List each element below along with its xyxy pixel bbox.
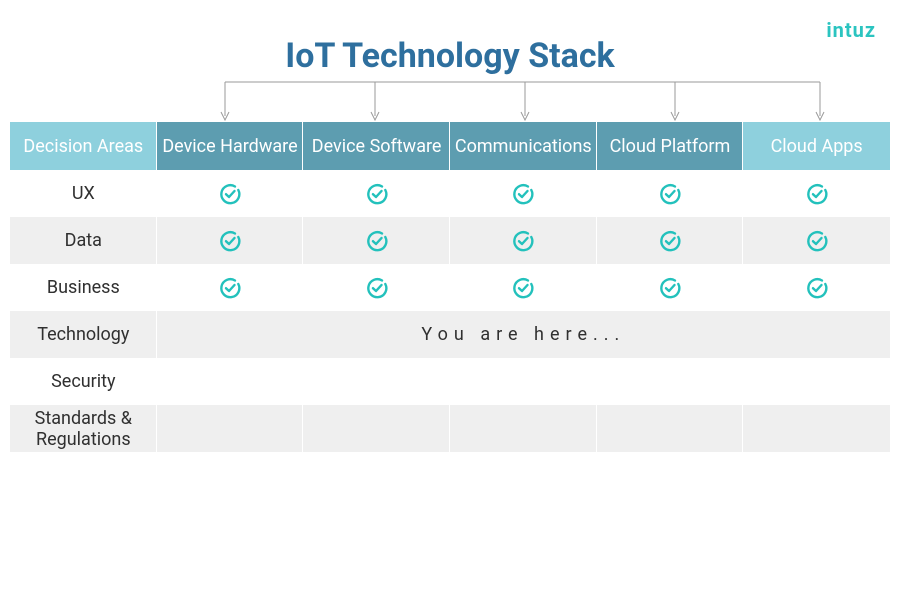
matrix-cell xyxy=(450,358,597,405)
table-header-row: Decision AreasDevice HardwareDevice Soft… xyxy=(10,122,890,170)
check-icon xyxy=(365,229,389,253)
stack-table: Decision AreasDevice HardwareDevice Soft… xyxy=(10,122,890,452)
check-icon xyxy=(365,182,389,206)
matrix-cell xyxy=(157,405,304,452)
col-header-decision-areas: Decision Areas xyxy=(10,122,157,170)
matrix-cell xyxy=(743,264,890,311)
row-label: Technology xyxy=(10,311,157,358)
col-header: Device Software xyxy=(303,122,450,170)
matrix-cell xyxy=(743,217,890,264)
matrix-cell xyxy=(303,405,450,452)
row-label: Security xyxy=(10,358,157,405)
matrix-cell xyxy=(303,358,450,405)
matrix-cell xyxy=(450,170,597,217)
matrix-cell xyxy=(597,170,744,217)
check-icon xyxy=(365,276,389,300)
matrix-cell xyxy=(743,170,890,217)
row-label: UX xyxy=(10,170,157,217)
col-header: Cloud Apps xyxy=(743,122,890,170)
matrix-cell xyxy=(743,358,890,405)
matrix-cell xyxy=(157,170,304,217)
matrix-cell xyxy=(303,170,450,217)
check-icon xyxy=(511,182,535,206)
check-icon xyxy=(805,276,829,300)
col-header: Device Hardware xyxy=(157,122,304,170)
matrix-cell xyxy=(597,358,744,405)
check-icon xyxy=(218,229,242,253)
check-icon xyxy=(805,182,829,206)
matrix-cell xyxy=(303,264,450,311)
table-row: TechnologyYou are here... xyxy=(10,311,890,358)
row-label: Standards & Regulations xyxy=(10,405,157,452)
matrix-cell xyxy=(450,264,597,311)
check-icon xyxy=(511,229,535,253)
check-icon xyxy=(218,276,242,300)
matrix-cell xyxy=(743,405,890,452)
table-row: Business xyxy=(10,264,890,311)
check-icon xyxy=(658,182,682,206)
matrix-cell xyxy=(450,217,597,264)
arrow-connectors xyxy=(10,76,890,122)
matrix-cell xyxy=(450,405,597,452)
page-title: IoT Technology Stack xyxy=(0,0,900,76)
check-icon xyxy=(658,229,682,253)
check-icon xyxy=(218,182,242,206)
table-row: UX xyxy=(10,170,890,217)
col-header: Communications xyxy=(450,122,597,170)
table-row: Data xyxy=(10,217,890,264)
matrix-cell xyxy=(157,264,304,311)
table-row: Standards & Regulations xyxy=(10,405,890,452)
matrix-cell xyxy=(157,217,304,264)
check-icon xyxy=(658,276,682,300)
check-icon xyxy=(805,229,829,253)
check-icon xyxy=(511,276,535,300)
table-row: Security xyxy=(10,358,890,405)
table-body: UXDataBusinessTechnologyYou are here...S… xyxy=(10,170,890,452)
matrix-cell xyxy=(303,217,450,264)
col-header: Cloud Platform xyxy=(597,122,744,170)
matrix-cell xyxy=(597,405,744,452)
row-label: Data xyxy=(10,217,157,264)
you-are-here-message: You are here... xyxy=(157,311,890,358)
matrix-cell xyxy=(597,217,744,264)
brand-logo: intuz xyxy=(826,18,876,42)
matrix-cell xyxy=(157,358,304,405)
matrix-cell xyxy=(597,264,744,311)
row-label: Business xyxy=(10,264,157,311)
